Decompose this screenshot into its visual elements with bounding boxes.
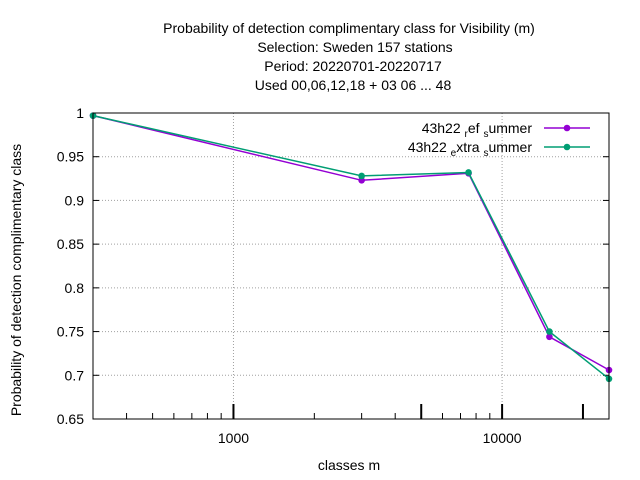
series-2-point [465,169,472,176]
legend-label-2: 43h22 extra summer [408,139,533,159]
legend-marker-1 [563,124,571,132]
title-line-2: Selection: Sweden 157 stations [257,39,452,55]
y-tick-label: 0.95 [57,149,84,165]
y-tick-label: 0.75 [57,324,84,340]
title-line-1: Probability of detection complimentary c… [163,20,535,36]
y-axis-label: Probability of detection complimentary c… [8,144,24,416]
chart-title: Probability of detection complimentary c… [163,20,535,93]
y-tick-label: 0.85 [57,236,84,252]
series-2-point [546,328,553,335]
x-axis-label: classes m [318,457,380,473]
x-tick-label: 1000 [218,430,249,446]
plot-frame [92,112,610,420]
series-2-line [92,114,610,380]
series-2-point [358,172,365,180]
x-tick-label: 10000 [483,430,522,446]
grid [93,113,609,419]
y-tick-label: 0.9 [65,192,85,208]
y-tick-label: 0.8 [65,280,85,296]
legend-marker-2 [563,143,571,151]
title-line-4: Used 00,06,12,18 + 03 06 ... 48 [255,77,452,93]
axis-ticks: 0.65 0.7 0.75 0.8 0.85 0.9 0.95 1 1000 10000 [57,105,609,446]
y-tick-label: 1 [76,105,84,121]
y-tick-label: 0.7 [65,367,85,383]
series-1-point [546,333,553,341]
series-group [89,112,613,383]
y-tick-label: 0.65 [57,411,84,427]
title-line-3: Period: 20220701-20220717 [264,58,442,74]
legend-label-1: 43h22 ref summer [422,120,533,140]
